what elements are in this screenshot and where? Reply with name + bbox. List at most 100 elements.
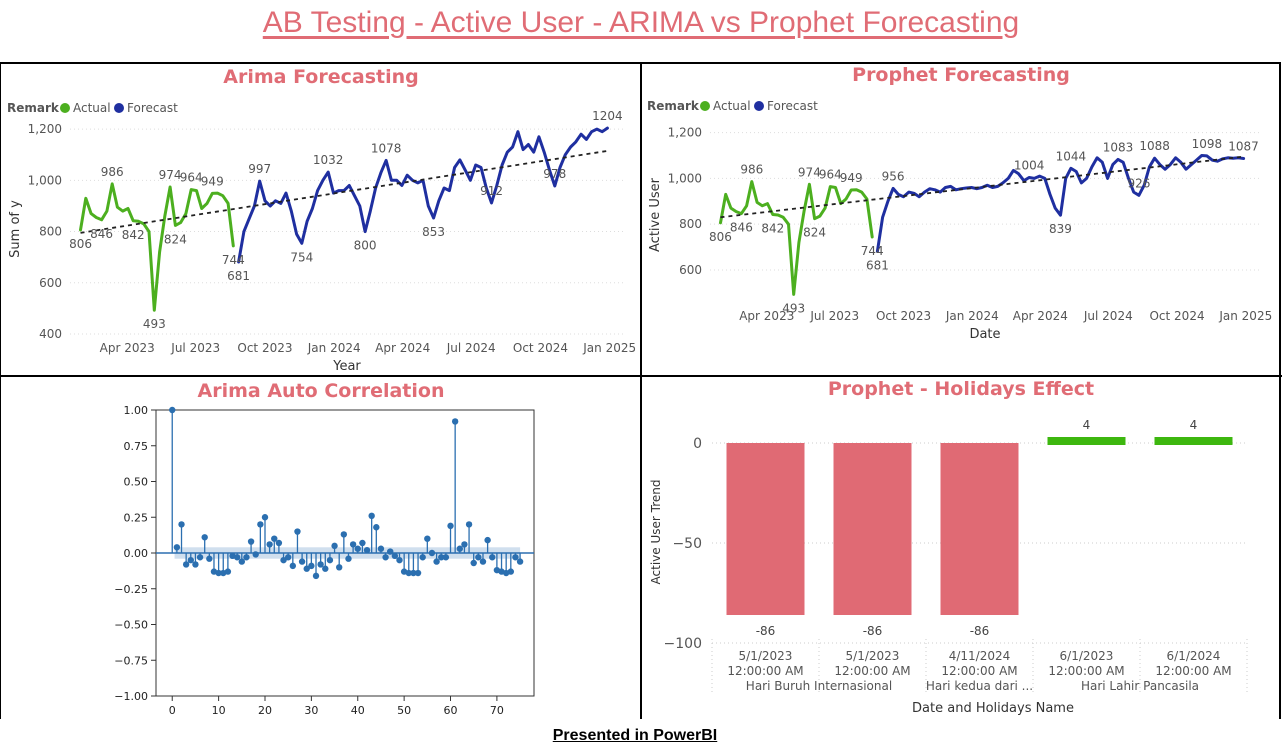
data-label: 806 — [709, 230, 732, 244]
data-label: 681 — [227, 269, 250, 283]
acf-point — [479, 558, 487, 565]
y-tick-label: −0.50 — [114, 619, 148, 632]
acf-point — [340, 531, 348, 538]
y-axis-label: Sum of y — [8, 200, 23, 258]
bar-data-label: -86 — [756, 624, 776, 638]
x-axis-label: Date — [969, 327, 1000, 342]
prophet-holidays-chart[interactable]: Prophet - Holidays Effect 0 −50 −100 Active … — [642, 377, 1279, 719]
x-tick-label: Apr 2023 — [739, 309, 794, 323]
footer-note: Presented in PowerBI — [552, 727, 718, 744]
acf-point — [377, 545, 385, 552]
arima-autocorrelation-chart[interactable]: Arima Auto Correlation 1.00 0.75 0.50 0.25 0.… — [2, 377, 640, 719]
x-tick-label: Jul 2024 — [446, 341, 496, 355]
holiday-group-label: Hari Buruh Internasional — [746, 679, 892, 693]
bar-data-label: 4 — [1083, 418, 1091, 432]
legend-label-actual: Actual — [73, 101, 111, 115]
acf-point — [308, 562, 315, 570]
acf-point — [424, 535, 431, 542]
x-date-label: 6/1/2023 — [1060, 649, 1114, 663]
x-tick-label: Jan 2025 — [582, 341, 636, 355]
acf-point — [349, 541, 357, 548]
prophet-forecast-chart[interactable]: Prophet Forecasting Remark Actual Forecast 6… — [642, 64, 1279, 375]
y-tick-label: 0.75 — [124, 440, 149, 453]
data-label: 926 — [1127, 176, 1150, 190]
acf-point — [326, 556, 334, 564]
y-axis-label: Active User Trend — [649, 480, 663, 585]
acf-point — [447, 522, 454, 530]
acf-point — [238, 558, 246, 565]
y-tick-label: 0.25 — [124, 511, 149, 524]
frame-right-border — [1279, 63, 1281, 719]
acf-point — [247, 538, 255, 545]
bar-data-label: -86 — [863, 624, 883, 638]
acf-point — [322, 565, 329, 572]
x-date-label: 5/1/2023 — [739, 649, 793, 663]
x-tick-label: Jul 2024 — [1083, 309, 1133, 323]
acf-point — [275, 539, 283, 547]
x-time-label: 12:00:00 AM — [834, 664, 910, 678]
data-label: 493 — [143, 317, 166, 331]
data-label: 800 — [354, 239, 377, 253]
data-label: 1204 — [592, 109, 623, 123]
data-label: 978 — [543, 167, 566, 181]
data-label: 974 — [798, 165, 821, 179]
x-tick-label: 50 — [397, 704, 411, 717]
y-tick-label: 0.50 — [124, 476, 149, 489]
x-tick-label: 0 — [169, 704, 176, 717]
holiday-bar — [1047, 437, 1126, 445]
acf-point — [252, 551, 259, 558]
y-tick-label: 1,000 — [668, 171, 702, 185]
frame-vertical-divider — [640, 63, 642, 719]
bar-data-label: -86 — [970, 624, 990, 638]
y-tick-label: −0.75 — [114, 654, 148, 667]
legend-label-actual: Actual — [713, 99, 751, 113]
y-tick-label: 1,200 — [668, 126, 702, 140]
acf-point — [354, 545, 361, 552]
bar-data-label: 4 — [1190, 418, 1198, 432]
acf-point — [224, 568, 232, 575]
y-tick-label: 0.00 — [124, 547, 149, 560]
x-date-label: 4/11/2024 — [949, 649, 1011, 663]
data-label: 824 — [164, 232, 187, 246]
y-tick-label: 800 — [679, 217, 702, 231]
acf-point — [396, 556, 403, 564]
acf-point — [512, 554, 519, 561]
data-label: 744 — [222, 253, 245, 267]
data-label: 681 — [866, 258, 889, 272]
data-label: 846 — [90, 227, 113, 241]
chart-title: Arima Auto Correlation — [198, 380, 445, 402]
chart-title: Prophet Forecasting — [852, 64, 1070, 86]
acf-point — [391, 552, 399, 560]
acf-point — [475, 554, 482, 561]
arima-forecast-chart[interactable]: Arima Forecasting Remark Actual Forecast 400… — [2, 64, 640, 375]
holiday-bar — [940, 443, 1019, 615]
data-label: 744 — [861, 244, 884, 258]
data-label: 806 — [69, 237, 92, 251]
acf-point — [442, 554, 450, 561]
acf-point — [405, 569, 412, 577]
legend-label-forecast: Forecast — [767, 99, 818, 113]
x-tick-label: 70 — [490, 704, 504, 717]
acf-point — [484, 536, 491, 544]
acf-point — [280, 556, 287, 564]
data-label: 974 — [159, 168, 182, 182]
acf-point — [507, 568, 515, 575]
frame-horizontal-divider — [0, 375, 1282, 377]
data-label: 842 — [122, 228, 145, 242]
acf-point — [438, 554, 445, 561]
x-tick-label: Oct 2023 — [876, 309, 931, 323]
data-label: 1004 — [1014, 158, 1045, 172]
data-label: 1032 — [313, 153, 344, 167]
acf-point — [243, 554, 250, 561]
acf-point — [419, 554, 426, 561]
data-label: 997 — [248, 162, 271, 176]
series-line-actual — [79, 182, 235, 312]
acf-point — [192, 561, 199, 568]
acf-point — [182, 561, 190, 568]
x-time-label: 12:00:00 AM — [1155, 664, 1231, 678]
x-tick-label: 20 — [258, 704, 272, 717]
trend-line — [80, 150, 608, 234]
data-label: 1088 — [1139, 139, 1170, 153]
x-tick-label: Jul 2023 — [809, 309, 859, 323]
x-tick-label: Apr 2024 — [375, 341, 430, 355]
